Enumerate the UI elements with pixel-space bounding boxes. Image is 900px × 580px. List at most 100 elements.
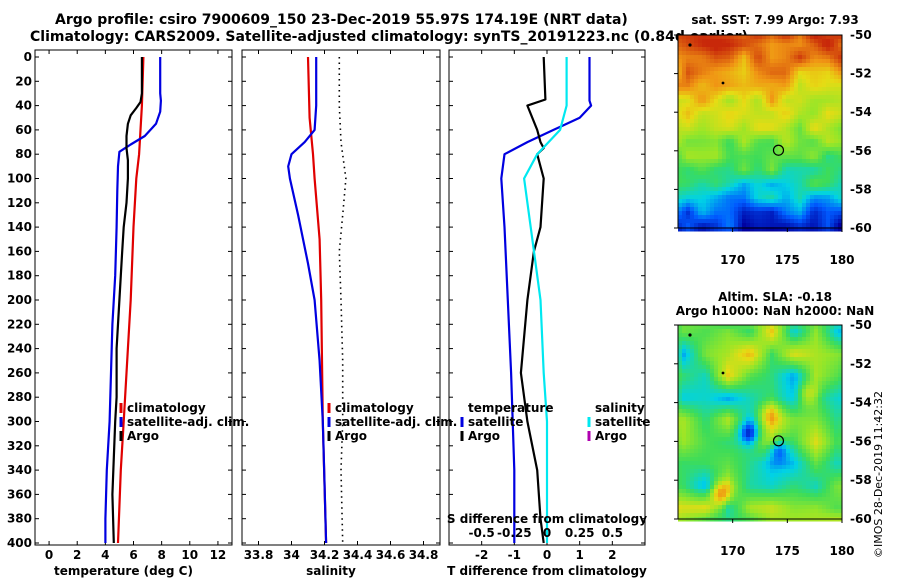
depth-tick-label: 180 <box>7 269 32 283</box>
sst-map-track-point <box>721 81 725 85</box>
sst-map-border <box>677 34 843 229</box>
sla-map-ytick-label: -60 <box>850 512 872 526</box>
difference-secondary-tick-label: 0.25 <box>565 526 595 540</box>
chart-title-line1: Argo profile: csiro 7900609_150 23-Dec-2… <box>55 12 628 28</box>
salinity-frame <box>241 49 441 546</box>
sla-map-ytick-label: -58 <box>850 473 872 487</box>
sla-map-ytick-label: -50 <box>850 318 872 332</box>
sla-map-xtick-label: 175 <box>775 544 800 558</box>
sla-map-subtitle: Argo h1000: NaN h2000: NaN <box>676 304 875 318</box>
sst-map-xtick-label: 170 <box>720 253 745 267</box>
depth-tick-label: 340 <box>7 463 32 477</box>
difference-series-argo-temperature- <box>519 56 547 544</box>
salinity-xtick-label: 33.8 <box>244 548 274 562</box>
difference-legend-label: satellite <box>468 415 523 429</box>
temperature-series-climatology <box>116 56 145 544</box>
temperature-xtick-label: 12 <box>210 548 227 562</box>
sla-map-track-point <box>688 333 692 337</box>
salinity-xtick-label: 34.6 <box>376 548 406 562</box>
depth-tick-label: 0 <box>24 50 32 64</box>
temperature-series-argo <box>111 57 143 544</box>
depth-tick-label: 40 <box>15 99 32 113</box>
sla-map-xtick-label: 180 <box>829 544 854 558</box>
depth-tick-label: 120 <box>7 196 32 210</box>
sla-map-title: Altim. SLA: -0.18 <box>718 290 832 304</box>
sla-map-float-marker <box>772 435 785 447</box>
depth-tick-label: 380 <box>7 512 32 526</box>
depth-tick-label: 300 <box>7 415 32 429</box>
depth-tick-label: 360 <box>7 487 32 501</box>
salinity-xtick-label: 34.4 <box>343 548 373 562</box>
sst-map-ytick-label: -56 <box>850 144 872 158</box>
salinity-legend-label: satellite-adj. clim. <box>335 415 457 429</box>
sst-map-ytick-label: -58 <box>850 182 872 196</box>
credit-stamp: ©IMOS 28-Dec-2019 11:42:32 <box>872 391 885 558</box>
depth-tick-label: 320 <box>7 439 32 453</box>
depth-tick-label: 80 <box>15 147 32 161</box>
depth-tick-label: 280 <box>7 390 32 404</box>
depth-tick-label: 200 <box>7 293 32 307</box>
difference-secondary-xlabel: S difference from climatology <box>447 512 647 526</box>
depth-tick-label: 140 <box>7 220 32 234</box>
sla-map-border <box>677 324 843 520</box>
temperature-xtick-label: 10 <box>181 548 198 562</box>
difference-xlabel: T difference from climatology <box>447 564 647 578</box>
temperature-frame <box>34 49 233 546</box>
difference-legend-label: Argo <box>595 429 627 443</box>
sst-map-float-marker <box>772 144 785 156</box>
sst-map-field <box>678 35 843 232</box>
difference-legend-title-temperature: temperature <box>468 401 553 415</box>
sst-map-ytick-label: -50 <box>850 28 872 42</box>
sla-map-xtick-label: 170 <box>720 544 745 558</box>
difference-xtick-label: 1 <box>575 548 583 562</box>
difference-xtick-label: 2 <box>608 548 616 562</box>
sst-map-track-point <box>688 43 692 47</box>
temperature-xtick-label: 8 <box>157 548 165 562</box>
sla-map-track-point <box>721 371 725 375</box>
depth-tick-label: 100 <box>7 172 32 186</box>
difference-legend-label: Argo <box>468 429 500 443</box>
temperature-xlabel: temperature (deg C) <box>54 564 193 578</box>
sst-map-title: sat. SST: 7.99 Argo: 7.93 <box>691 13 858 27</box>
depth-tick-label: 160 <box>7 244 32 258</box>
sst-map-ytick-label: -54 <box>850 105 872 119</box>
difference-secondary-tick-label: 0 <box>543 526 551 540</box>
difference-xtick-label: -2 <box>475 548 488 562</box>
temperature-legend-label: Argo <box>127 429 159 443</box>
salinity-xtick-label: 34.2 <box>310 548 340 562</box>
salinity-xlabel: salinity <box>306 564 356 578</box>
depth-tick-label: 400 <box>7 536 32 550</box>
salinity-series-satellite-adj-clim- <box>287 57 328 544</box>
depth-tick-label: 60 <box>15 123 32 137</box>
salinity-legend-label: climatology <box>335 401 414 415</box>
depth-tick-label: 240 <box>7 342 32 356</box>
difference-series-satellite-salinity- <box>522 57 568 543</box>
temperature-series-satellite-adj-clim- <box>104 57 162 543</box>
difference-xtick-label: -1 <box>508 548 521 562</box>
difference-series-satellite-temperature- <box>500 57 593 543</box>
difference-xtick-label: 0 <box>543 548 551 562</box>
difference-legend-label: satellite <box>595 415 650 429</box>
sst-map-ytick-label: -52 <box>850 67 872 81</box>
salinity-xtick-label: 34.8 <box>409 548 439 562</box>
difference-secondary-tick-label: -0.5 <box>469 526 495 540</box>
chart-title-line2: Climatology: CARS2009. Satellite-adjuste… <box>30 29 748 45</box>
depth-tick-label: 220 <box>7 317 32 331</box>
salinity-xtick-label: 34 <box>283 548 300 562</box>
sst-map-xtick-label: 175 <box>775 253 800 267</box>
temperature-legend-label: satellite-adj. clim. <box>127 415 249 429</box>
salinity-series-argo <box>338 57 347 544</box>
salinity-legend-label: Argo <box>335 429 367 443</box>
sla-map-ytick-label: -54 <box>850 396 872 410</box>
sla-map-ytick-label: -56 <box>850 434 872 448</box>
difference-secondary-tick-label: 0.5 <box>602 526 623 540</box>
sla-map-field <box>678 325 843 522</box>
temperature-legend-label: climatology <box>127 401 206 415</box>
depth-tick-label: 20 <box>15 74 32 88</box>
depth-tick-label: 260 <box>7 366 32 380</box>
temperature-xtick-label: 0 <box>45 548 53 562</box>
difference-secondary-tick-label: -0.25 <box>497 526 532 540</box>
temperature-xtick-label: 4 <box>101 548 109 562</box>
difference-legend-title-salinity: salinity <box>595 401 645 415</box>
